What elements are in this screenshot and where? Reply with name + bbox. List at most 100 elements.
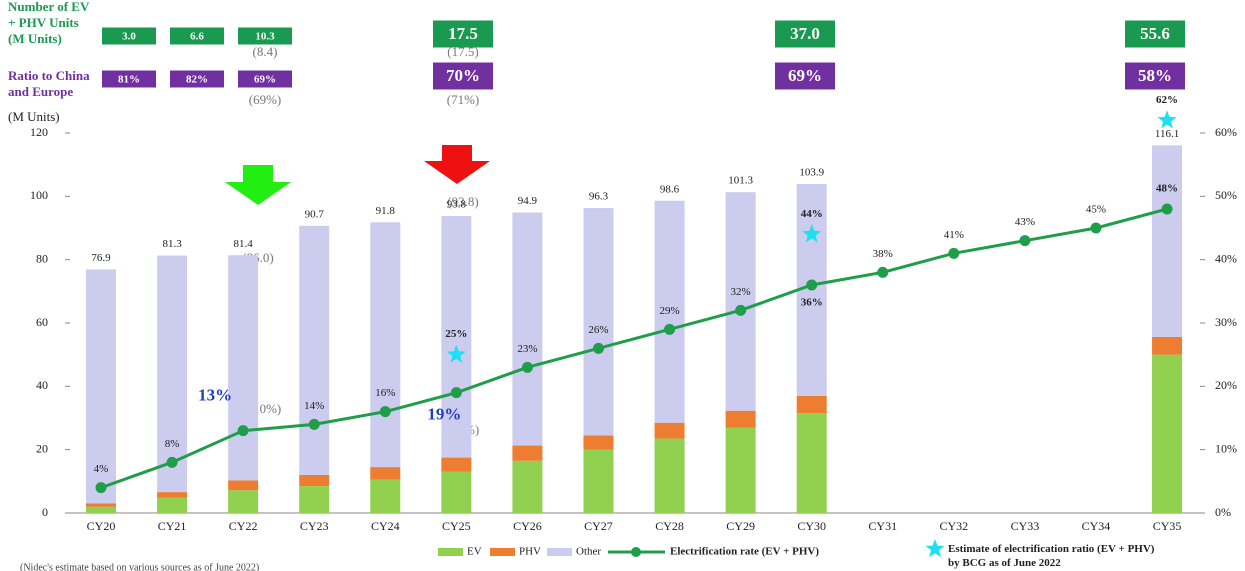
rate-label: 26% xyxy=(588,324,608,336)
rate-point xyxy=(1090,222,1102,234)
bar-segment xyxy=(86,503,116,507)
bar-segment xyxy=(86,269,116,504)
bar-segment xyxy=(654,438,685,513)
header-box xyxy=(775,62,835,90)
bar-segment xyxy=(796,395,827,414)
total-label: 90.7 xyxy=(305,208,325,220)
rate-point xyxy=(166,456,178,468)
header-value: 17.5 xyxy=(448,24,478,43)
header-box xyxy=(170,70,224,88)
legend-label: Electrification rate (EV + PHV) xyxy=(670,546,819,558)
legend-label: Estimate of electrification ratio (EV + … xyxy=(948,543,1155,569)
header-value: 82% xyxy=(186,74,208,86)
header-box xyxy=(775,20,835,48)
y2-tick-label: 60% xyxy=(1215,125,1237,139)
x-tick-label: CY35 xyxy=(1153,519,1182,533)
y2-tick-label: 10% xyxy=(1215,441,1237,455)
bar-segment xyxy=(1152,354,1183,513)
header-box xyxy=(433,20,493,48)
rate-label: 14% xyxy=(304,400,324,412)
legend-star xyxy=(925,539,945,558)
rate-point xyxy=(664,323,676,335)
bar-segment xyxy=(725,427,756,513)
header-box xyxy=(1125,62,1185,90)
rate-label: 8% xyxy=(165,438,180,450)
y-tick-label: 60 xyxy=(36,315,48,329)
bcg-star xyxy=(446,344,466,363)
x-tick-label: CY32 xyxy=(940,519,969,533)
legend-swatch xyxy=(438,548,463,556)
rate-label: 23% xyxy=(517,343,537,355)
rate-point xyxy=(806,279,818,291)
y-axis-label: (M Units) xyxy=(8,109,60,124)
x-tick-label: CY33 xyxy=(1011,519,1040,533)
bar-segment xyxy=(441,471,472,513)
header-value: 70% xyxy=(446,66,480,85)
x-tick-label: CY21 xyxy=(158,519,187,533)
bar-segment xyxy=(796,413,827,513)
total-label: 91.8 xyxy=(376,205,396,217)
header-box xyxy=(102,27,156,45)
bar-segment xyxy=(157,255,188,493)
rate-point xyxy=(735,304,747,316)
previous-estimate: (93.8) xyxy=(447,194,478,209)
bar-segment xyxy=(512,460,543,513)
x-tick-label: CY22 xyxy=(229,519,258,533)
x-tick-label: CY20 xyxy=(87,519,116,533)
bar-segment xyxy=(228,490,259,513)
x-tick-label: CY24 xyxy=(371,519,400,533)
bar-segment xyxy=(299,475,330,487)
rate-point xyxy=(948,247,960,259)
bar-segment xyxy=(157,497,188,513)
down-arrow xyxy=(424,145,490,184)
rate-point xyxy=(592,342,604,354)
total-label: 116.1 xyxy=(1155,128,1179,140)
total-label: 81.4 xyxy=(234,238,254,250)
rate-point xyxy=(450,387,462,399)
rate-label: 48% xyxy=(1156,183,1178,195)
rate-point xyxy=(1019,235,1031,247)
header-value: 37.0 xyxy=(790,24,820,43)
bar-segment xyxy=(370,467,401,480)
total-label: 76.9 xyxy=(91,252,111,264)
y-tick-label: 20 xyxy=(36,441,48,455)
legend-label: Other xyxy=(576,546,601,558)
header-box xyxy=(170,27,224,45)
bar-segment xyxy=(725,192,756,411)
rate-point xyxy=(877,266,889,278)
bar-segment xyxy=(725,410,756,428)
down-arrow xyxy=(225,165,291,205)
previous-estimate: (69%) xyxy=(249,92,282,107)
header-value: 58% xyxy=(1138,66,1172,85)
header-value: 6.6 xyxy=(190,31,204,43)
bar-segment xyxy=(583,208,614,436)
header-box xyxy=(238,70,292,88)
rate-point xyxy=(237,425,249,437)
bcg-star xyxy=(1157,110,1177,129)
x-tick-label: CY25 xyxy=(442,519,471,533)
rate-label: 13% xyxy=(198,386,232,405)
rate-point xyxy=(379,406,391,418)
rate-label: 4% xyxy=(94,463,109,475)
rate-line xyxy=(100,207,1168,490)
rate-label: 16% xyxy=(375,387,395,399)
previous-estimate: (17.5) xyxy=(447,44,478,59)
bar-segment xyxy=(228,255,259,481)
x-tick-label: CY34 xyxy=(1082,519,1111,533)
units-label: + PHV Units xyxy=(8,15,79,30)
header-box xyxy=(102,70,156,88)
rate-point xyxy=(521,361,533,373)
bcg-star xyxy=(802,224,822,243)
total-label: 101.3 xyxy=(728,175,753,187)
total-label: 98.6 xyxy=(660,183,680,195)
y2-tick-label: 40% xyxy=(1215,251,1237,265)
x-tick-label: CY31 xyxy=(868,519,897,533)
rate-label: 45% xyxy=(1086,204,1106,216)
bar-segment xyxy=(441,457,472,472)
rate-label: 36% xyxy=(801,297,823,309)
x-tick-label: CY30 xyxy=(797,519,826,533)
y-tick-label: 120 xyxy=(30,125,48,139)
rate-point xyxy=(1161,203,1173,215)
bar-segment xyxy=(512,445,543,461)
rate-point xyxy=(95,482,107,494)
